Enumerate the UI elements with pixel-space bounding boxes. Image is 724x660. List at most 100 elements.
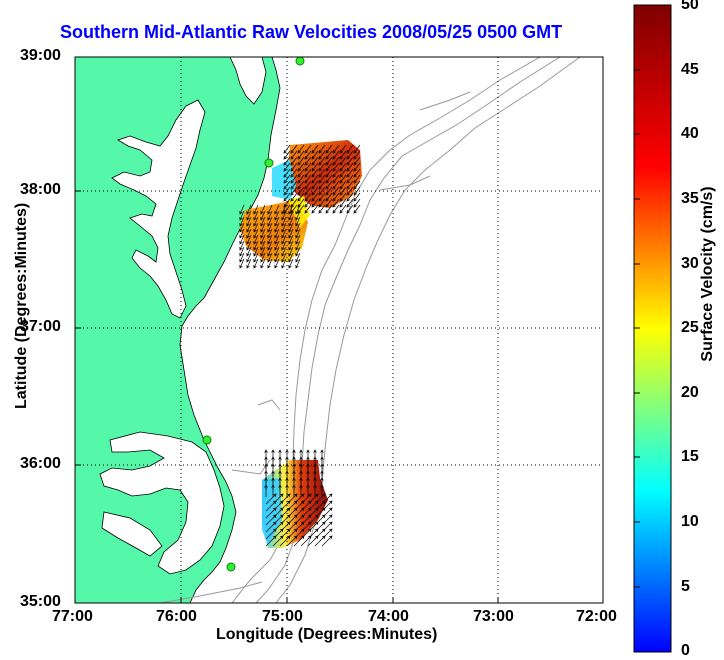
velocity-arrow: [267, 210, 273, 221]
velocity-arrow: [297, 180, 305, 190]
velocity-arrow: [325, 204, 333, 214]
velocity-arrow: [286, 535, 298, 547]
velocity-arrow: [253, 210, 259, 221]
velocity-arrow: [290, 150, 298, 160]
velocity-arrow: [274, 216, 280, 227]
velocity-arrow: [332, 192, 340, 202]
velocity-arrow: [265, 514, 277, 526]
velocity-arrow: [318, 162, 326, 172]
velocity-arrow: [260, 252, 266, 263]
velocity-arrow: [318, 168, 326, 178]
colorbar-tick-label: 45: [681, 61, 699, 78]
velocity-arrow: [253, 222, 259, 233]
velocity-arrow: [281, 216, 287, 227]
colorbar-tick-label: 20: [681, 384, 699, 401]
velocity-arrow: [332, 144, 340, 154]
x-tick-label: 76:00: [156, 608, 197, 625]
velocity-arrow: [339, 180, 347, 190]
velocity-arrow: [260, 204, 266, 215]
station-2: [264, 158, 274, 168]
sound-channel: [101, 511, 163, 557]
velocity-arrow: [239, 258, 245, 269]
velocity-arrow: [325, 150, 333, 160]
velocity-arrow: [321, 535, 333, 547]
velocity-arrow: [260, 258, 266, 269]
velocity-arrow: [267, 240, 273, 251]
chesapeake-bay: [111, 99, 206, 319]
velocity-arrow: [325, 198, 333, 208]
velocity-arrow: [318, 180, 326, 190]
velocity-arrow: [274, 252, 280, 263]
velocity-arrow: [346, 156, 354, 166]
x-tick-label: 77:00: [52, 608, 93, 625]
velocity-arrow: [253, 228, 259, 239]
velocity-arrow: [304, 162, 312, 172]
velocity-arrow: [288, 210, 294, 221]
velocity-arrow: [274, 222, 280, 233]
station-3: [202, 435, 212, 445]
velocity-arrow: [288, 204, 294, 215]
velocity-arrow: [318, 150, 326, 160]
velocity-arrow: [339, 204, 347, 214]
velocity-arrow: [246, 234, 252, 245]
velocity-arrow: [288, 258, 294, 269]
velocity-arrow: [239, 252, 245, 263]
velocity-arrow: [339, 174, 347, 184]
velocity-arrow: [353, 192, 361, 202]
velocity-arrow: [253, 204, 259, 215]
colorbar-tick-label: 40: [681, 125, 699, 142]
velocity-arrow: [292, 484, 296, 497]
velocity-arrow: [295, 246, 301, 257]
velocity-arrow: [267, 234, 273, 245]
velocity-arrow: [279, 535, 291, 547]
velocity-arrow: [297, 156, 305, 166]
velocity-arrow: [239, 222, 245, 233]
velocity-arrow: [300, 535, 312, 547]
velocity-arrow: [332, 174, 340, 184]
velocity-arrow: [274, 234, 280, 245]
velocity-arrow: [281, 258, 287, 269]
velocity-arrow: [260, 228, 266, 239]
velocity-arrow: [346, 192, 354, 202]
velocity-arrow: [283, 174, 291, 184]
velocity-arrow: [311, 144, 319, 154]
velocity-arrow: [339, 144, 347, 154]
velocity-arrow: [332, 198, 340, 208]
x-tick-label: 74:00: [368, 608, 409, 625]
velocity-arrow: [353, 186, 361, 196]
chart-title: Southern Mid-Atlantic Raw Velocities 200…: [60, 22, 563, 42]
velocity-arrow: [288, 216, 294, 227]
velocity-arrow: [311, 156, 319, 166]
velocity-arrow: [239, 240, 245, 251]
velocity-arrow: [260, 216, 266, 227]
velocity-arrow: [253, 258, 259, 269]
velocity-arrow: [314, 535, 326, 547]
velocity-arrow: [281, 252, 287, 263]
velocity-arrow: [332, 156, 340, 166]
velocity-arrow: [325, 186, 333, 196]
velocity-arrow: [265, 507, 277, 519]
velocity-arrow: [346, 168, 354, 178]
x-tick-label: 75:00: [262, 608, 303, 625]
velocity-arrow: [306, 484, 310, 497]
velocity-arrow: [304, 150, 312, 160]
velocity-arrow: [304, 144, 312, 154]
y-tick-label: 39:00: [20, 47, 61, 64]
velocity-arrow: [288, 234, 294, 245]
velocity-arrow: [304, 156, 312, 166]
colorbar-tick-label: 25: [681, 319, 699, 336]
velocity-arrow: [353, 150, 361, 160]
colorbar-tick-label: 15: [681, 448, 699, 465]
velocity-arrow: [290, 186, 298, 196]
velocity-arrow: [295, 252, 301, 263]
velocity-arrow: [304, 168, 312, 178]
velocity-arrow: [325, 174, 333, 184]
velocity-arrow: [246, 228, 252, 239]
velocity-arrow: [274, 240, 280, 251]
velocity-arrow: [311, 192, 319, 202]
velocity-arrow: [267, 252, 273, 263]
velocity-arrow: [290, 174, 298, 184]
velocity-arrow: [253, 252, 259, 263]
velocity-arrow: [332, 150, 340, 160]
